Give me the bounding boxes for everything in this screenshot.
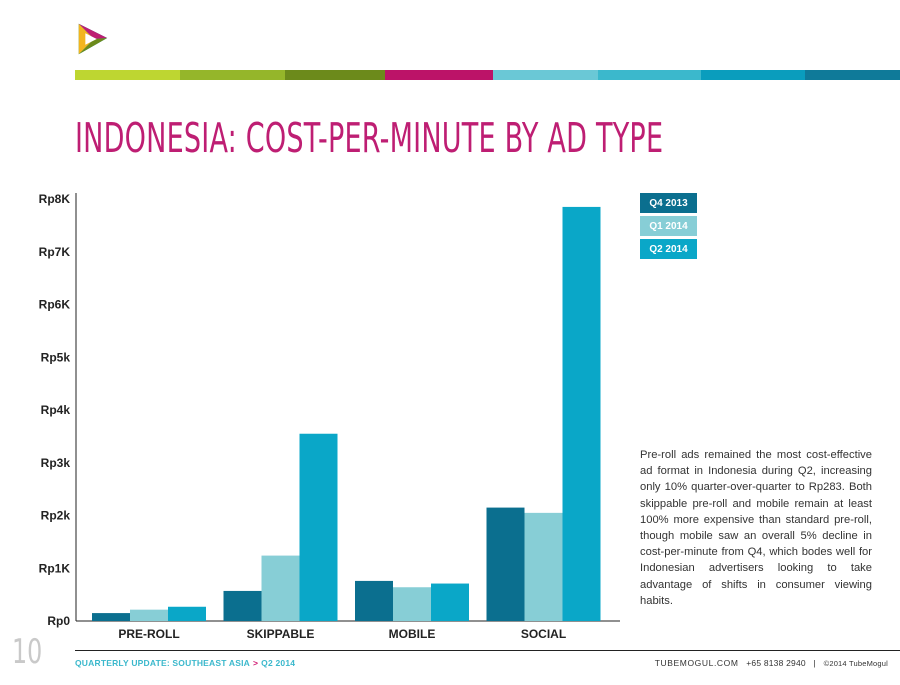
x-category-label: SOCIAL xyxy=(521,627,566,641)
footer-contact: TUBEMOGUL.COM +65 8138 2940 | ©2014 Tube… xyxy=(655,658,888,668)
cost-per-minute-bar-chart: Rp0 Rp1K Rp2k Rp3k Rp4k Rp5k Rp6K Rp7K Rp8K PRE-R… xyxy=(39,192,620,641)
y-tick-label: Rp3k xyxy=(41,456,71,470)
footer-title: QUARTERLY UPDATE: SOUTHEAST ASIA xyxy=(75,658,250,668)
y-tick-label: Rp1K xyxy=(39,561,71,575)
footer-phone: +65 8138 2940 xyxy=(746,658,806,668)
legend-item: Q1 2014 xyxy=(640,216,697,236)
stripe-segment xyxy=(285,70,385,80)
stripe-segment xyxy=(75,70,180,80)
chart-legend: Q4 2013 Q1 2014 Q2 2014 xyxy=(640,193,697,262)
bar xyxy=(299,433,338,621)
stripe-segment xyxy=(805,70,900,80)
x-category-label: PRE-ROLL xyxy=(118,627,179,641)
page-title: INDONESIA: COST-PER-MINUTE BY AD TYPE xyxy=(75,114,664,162)
footer-separator: > xyxy=(253,658,259,668)
footer-quarter: Q2 2014 xyxy=(261,658,296,668)
stripe-segment xyxy=(180,70,285,80)
bar xyxy=(431,583,469,621)
bar xyxy=(130,609,168,621)
body-paragraph: Pre-roll ads remained the most cost-effe… xyxy=(640,449,872,607)
bar xyxy=(524,512,563,621)
bar xyxy=(486,507,525,621)
color-stripe-divider xyxy=(75,70,900,80)
y-tick-label: Rp5k xyxy=(41,350,71,364)
footer-copyright: ©2014 TubeMogul xyxy=(823,659,888,668)
legend-item: Q2 2014 xyxy=(640,239,697,259)
y-tick-label: Rp7K xyxy=(39,245,71,259)
bar xyxy=(168,606,206,621)
y-tick-label: Rp0 xyxy=(47,614,70,628)
y-tick-label: Rp6K xyxy=(39,298,71,312)
x-category-label: MOBILE xyxy=(389,627,436,641)
bar xyxy=(562,206,601,621)
x-category-label: SKIPPABLE xyxy=(247,627,315,641)
footer-url[interactable]: TUBEMOGUL.COM xyxy=(654,658,739,668)
y-tick-label: Rp2k xyxy=(41,509,71,523)
y-tick-label: Rp4k xyxy=(41,403,71,417)
bar xyxy=(223,590,262,621)
tubemogul-logo-icon xyxy=(78,23,108,55)
stripe-segment xyxy=(598,70,701,80)
y-tick-label: Rp8K xyxy=(39,192,71,206)
bar xyxy=(355,580,393,621)
stripe-segment xyxy=(701,70,805,80)
footer-publication: QUARTERLY UPDATE: SOUTHEAST ASIA > Q2 2014 xyxy=(75,658,295,668)
bar xyxy=(261,555,300,621)
bar xyxy=(92,613,130,621)
stripe-segment xyxy=(385,70,493,80)
bar xyxy=(393,587,431,621)
footer-divider-bar: | xyxy=(813,658,816,668)
stripe-segment xyxy=(493,70,598,80)
footer-divider xyxy=(75,650,900,651)
legend-item: Q4 2013 xyxy=(640,193,697,213)
page-number: 10 xyxy=(12,632,43,672)
